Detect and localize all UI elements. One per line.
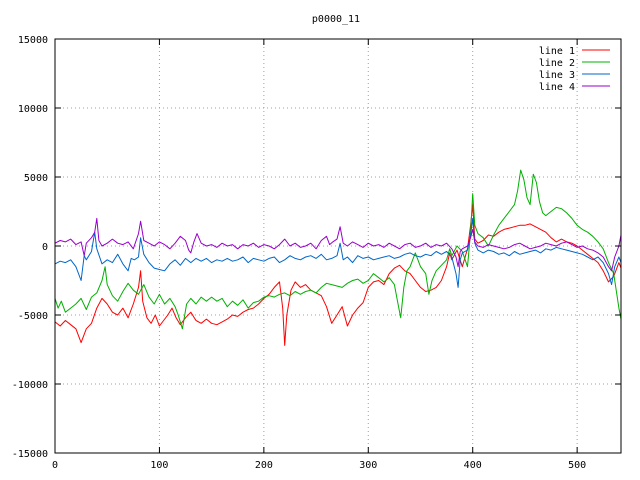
grid bbox=[55, 39, 621, 453]
y-tick-label: 10000 bbox=[18, 104, 48, 115]
y-tick-label: -15000 bbox=[12, 449, 48, 460]
series-line-2 bbox=[54, 169, 622, 330]
x-tick-label: 500 bbox=[568, 460, 586, 471]
x-tick-label: 0 bbox=[52, 460, 58, 471]
axis-ticks: 0 100 200 300 400 500 -15000 -10000 -5000 0 5000 10… bbox=[12, 35, 621, 471]
legend-label: line 3 bbox=[539, 70, 575, 81]
series-line-3 bbox=[54, 217, 622, 288]
y-tick-label: -5000 bbox=[18, 311, 48, 322]
x-tick-label: 400 bbox=[464, 460, 482, 471]
legend-label: line 2 bbox=[539, 58, 575, 69]
x-tick-label: 300 bbox=[359, 460, 377, 471]
x-tick-label: 100 bbox=[150, 460, 168, 471]
series-line-4 bbox=[54, 217, 622, 272]
y-tick-label: 0 bbox=[42, 242, 48, 253]
x-tick-label: 200 bbox=[255, 460, 273, 471]
chart-title: p0000_11 bbox=[312, 14, 360, 25]
y-tick-label: -10000 bbox=[12, 380, 48, 391]
y-tick-label: 5000 bbox=[24, 173, 48, 184]
y-tick-label: 15000 bbox=[18, 35, 48, 46]
legend-label: line 4 bbox=[539, 82, 575, 93]
series-group bbox=[54, 169, 622, 346]
legend-label: line 1 bbox=[539, 46, 575, 57]
series-line-1 bbox=[54, 204, 622, 346]
